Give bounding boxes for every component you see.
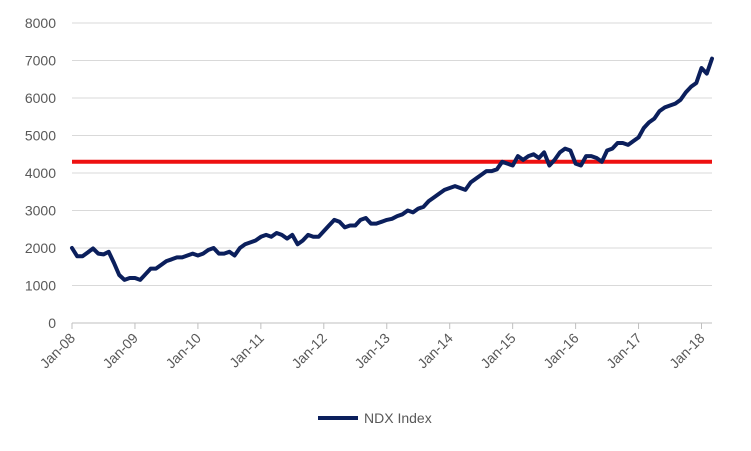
series-group <box>70 56 714 282</box>
x-tick-label: Jan-08 <box>37 330 79 372</box>
y-tick-label: 0 <box>48 315 56 331</box>
y-tick-label: 4000 <box>25 165 56 181</box>
x-axis <box>71 322 712 329</box>
x-axis-tick-labels: Jan-08 Jan-09 Jan-10 Jan-11 Jan-12 Jan-13 Jan-… <box>37 330 708 372</box>
y-tick-label: 5000 <box>25 128 56 144</box>
x-tick-label: Jan-13 <box>351 330 393 372</box>
y-tick-label: 7000 <box>25 53 56 69</box>
x-tick-label: Jan-17 <box>603 330 645 372</box>
x-tick-label: Jan-15 <box>477 330 519 372</box>
y-tick-label: 6000 <box>25 90 56 106</box>
legend: NDX Index <box>318 410 432 426</box>
x-tick-label: Jan-09 <box>99 330 141 372</box>
x-tick-label: Jan-10 <box>162 330 204 372</box>
x-tick-label: Jan-16 <box>540 330 582 372</box>
series-line-ndx-index <box>70 56 714 282</box>
x-tick-label: Jan-14 <box>414 330 456 372</box>
x-tick-label: Jan-11 <box>226 330 267 371</box>
legend-label-ndx-index: NDX Index <box>364 410 432 426</box>
x-tick-label: Jan-12 <box>288 330 330 372</box>
y-tick-label: 1000 <box>25 278 56 294</box>
y-tick-label: 3000 <box>25 203 56 219</box>
y-tick-label: 2000 <box>25 240 56 256</box>
y-tick-label: 8000 <box>25 15 56 31</box>
x-tick-label: Jan-18 <box>666 330 708 372</box>
gridlines <box>72 22 712 286</box>
y-axis-tick-labels: 0 1000 2000 3000 4000 5000 6000 7000 8000 <box>25 15 56 331</box>
